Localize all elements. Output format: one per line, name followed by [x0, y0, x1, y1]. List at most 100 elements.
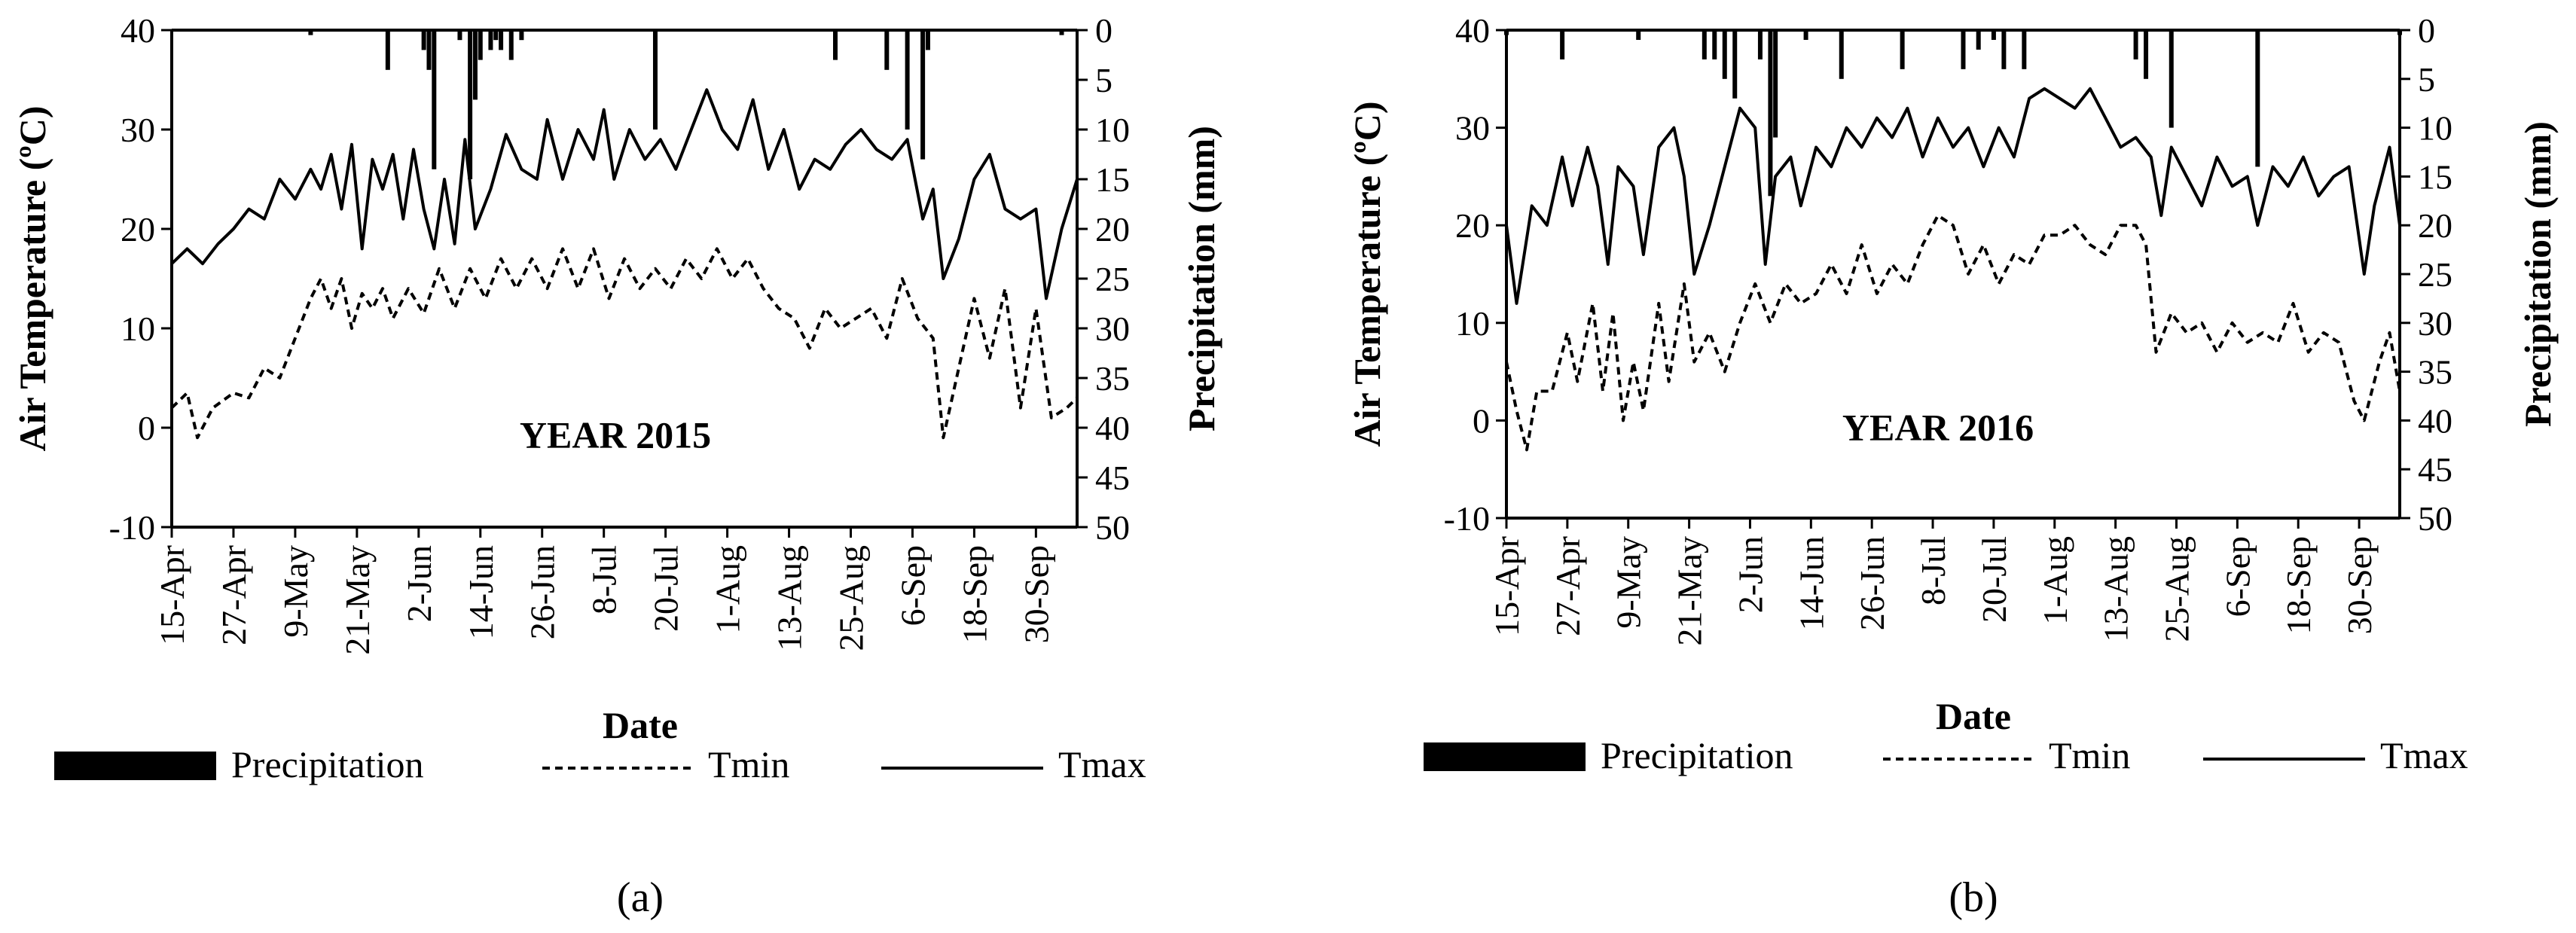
y-axis-right-title: Precipitation (mm)	[1180, 126, 1222, 431]
x-tick-label: 1-Aug	[2036, 536, 2074, 625]
x-tick-label: 20-Jul	[1975, 536, 2013, 623]
precipitation-bar	[488, 30, 493, 50]
precipitation-bar	[499, 30, 504, 50]
x-tick-label: 26-Jun	[523, 545, 562, 639]
x-tick-label: 20-Jul	[647, 545, 685, 632]
y-right-tick-label: 10	[1095, 111, 1130, 149]
legend-label-precipitation: Precipitation	[231, 743, 424, 785]
y-right-tick-label: 0	[1095, 11, 1113, 50]
precipitation-bar	[2255, 30, 2260, 167]
y-right-tick-label: 10	[2418, 109, 2452, 148]
legend-label-precipitation: Precipitation	[1601, 734, 1793, 776]
x-tick-label: 6-Sep	[2218, 536, 2257, 617]
x-tick-label: 6-Sep	[893, 545, 932, 626]
precipitation-bar	[1961, 30, 1966, 69]
y-left-tick-label: 10	[121, 309, 155, 348]
x-tick-label: 25-Aug	[2158, 536, 2196, 642]
precipitation-bar	[457, 30, 462, 41]
legend-swatch-precipitation	[54, 752, 216, 780]
precipitation-bar	[2144, 30, 2149, 79]
year-annotation: YEAR 2016	[1842, 406, 2034, 448]
precipitation-bar	[1768, 30, 1773, 197]
x-tick-label: 30-Sep	[2340, 536, 2379, 634]
y-right-tick-label: 0	[2418, 11, 2435, 50]
legend-label-tmax: Tmax	[1058, 743, 1146, 785]
precipitation-bar	[1839, 30, 1844, 79]
x-tick-label: 13-Aug	[2097, 536, 2135, 642]
precipitation-bar	[308, 30, 313, 35]
tmin-line	[1505, 214, 2401, 452]
x-tick-label: 9-May	[1610, 536, 1648, 629]
y-right-tick-label: 35	[1095, 359, 1130, 398]
precipitation-bar	[519, 30, 524, 41]
x-tick-label: 8-Jul	[1914, 536, 1952, 605]
y-left-tick-label: 0	[138, 409, 155, 447]
y-right-tick-label: 25	[1095, 260, 1130, 298]
x-tick-label: 14-Jun	[462, 545, 500, 639]
y-right-tick-label: 50	[1095, 508, 1130, 547]
y-right-tick-label: 45	[1095, 459, 1130, 497]
precipitation-bar	[833, 30, 838, 60]
x-tick-label: 27-Apr	[215, 545, 253, 645]
precipitation-bar	[1059, 30, 1064, 35]
x-tick-label: 2-Jun	[400, 545, 438, 622]
precipitation-bar	[1712, 30, 1717, 59]
y-left-tick-label: 20	[1455, 206, 1490, 245]
precipitation-bar	[1636, 30, 1641, 40]
x-tick-label: 15-Apr	[1488, 536, 1526, 636]
y-axis-left-title: Air Temperature (ºC)	[1346, 101, 1388, 447]
x-tick-label: 8-Jul	[585, 545, 624, 614]
precipitation-bar	[385, 30, 390, 70]
y-left-tick-label: 10	[1455, 304, 1490, 343]
precipitation-bar	[1773, 30, 1778, 138]
y-axis-left-title: Air Temperature (ºC)	[11, 105, 53, 451]
x-axis-title: Date	[1936, 695, 2011, 737]
tmax-line	[170, 88, 1079, 300]
y-left-tick-label: -10	[1444, 499, 1490, 538]
y-left-tick-label: 0	[1473, 401, 1490, 440]
y-right-tick-label: 25	[2418, 255, 2452, 294]
precipitation-bar	[493, 30, 499, 41]
y-right-tick-label: 20	[2418, 206, 2452, 245]
y-right-tick-label: 35	[2418, 353, 2452, 392]
legend-swatch-precipitation	[1424, 742, 1586, 771]
x-axis-title: Date	[603, 704, 678, 746]
x-tick-label: 30-Sep	[1017, 545, 1055, 643]
precipitation-bar	[1757, 30, 1763, 59]
y-left-tick-label: 30	[1455, 109, 1490, 148]
y-right-tick-label: 40	[2418, 401, 2452, 440]
precipitation-bar	[421, 30, 426, 50]
legend-label-tmin: Tmin	[708, 743, 789, 785]
tmax-line	[1505, 87, 2401, 305]
y-right-tick-label: 45	[2418, 450, 2452, 489]
y-right-tick-label: 20	[1095, 210, 1130, 248]
y-right-tick-label: 40	[1095, 409, 1130, 447]
legend-label-tmin: Tmin	[2049, 734, 2130, 776]
y-left-tick-label: -10	[109, 508, 155, 547]
precipitation-bar	[1900, 30, 1905, 69]
precipitation-bar	[920, 30, 926, 160]
y-left-tick-label: 20	[121, 210, 155, 248]
precipitation-bar	[1722, 30, 1727, 79]
x-tick-label: 14-Jun	[1792, 536, 1830, 630]
x-tick-label: 27-Apr	[1549, 536, 1587, 636]
precipitation-bar	[1702, 30, 1707, 59]
precipitation-bar	[2022, 30, 2027, 69]
y-right-tick-label: 15	[2418, 157, 2452, 196]
precipitation-bar	[2133, 30, 2138, 59]
y-right-tick-label: 50	[2418, 499, 2452, 538]
y-right-tick-label: 5	[2418, 60, 2435, 99]
x-tick-label: 2-Jun	[1731, 536, 1769, 613]
y-right-tick-label: 30	[2418, 304, 2452, 343]
x-tick-label: 18-Sep	[2279, 536, 2318, 634]
panel-label: (b)	[1949, 874, 1998, 921]
precipitation-bar	[1560, 30, 1565, 59]
year-annotation: YEAR 2015	[520, 413, 711, 456]
precipitation-bar	[905, 30, 910, 130]
x-tick-label: 15-Apr	[153, 545, 191, 645]
precipitation-bar	[2169, 30, 2174, 128]
precipitation-bar	[884, 30, 890, 70]
precipitation-bar	[1991, 30, 1996, 40]
precipitation-bar	[432, 30, 437, 169]
